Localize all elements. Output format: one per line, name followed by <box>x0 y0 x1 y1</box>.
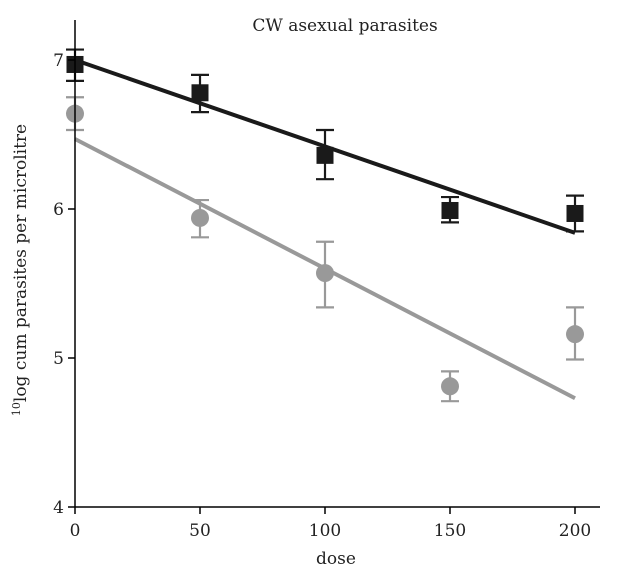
y-tick-label: 6 <box>53 200 64 220</box>
data-point-circle <box>191 208 209 227</box>
x-tick-label: 200 <box>559 521 591 541</box>
y-tick-label: 4 <box>53 498 64 518</box>
data-point-circle <box>566 325 584 344</box>
x-axis-label: dose <box>316 549 356 568</box>
y-axis-label-superscript: 10 <box>10 402 23 416</box>
y-axis-label: 10log cum parasites per microlitre <box>10 124 31 416</box>
y-axis-label-text: log cum parasites per microlitre <box>11 124 31 402</box>
data-point-square <box>566 204 584 222</box>
y-axis-ticks: 4 5 6 7 <box>53 51 75 518</box>
data-point-square <box>316 146 334 164</box>
chart-title: CW asexual parasites <box>252 16 437 36</box>
plot-area <box>66 48 584 403</box>
x-tick-label: 150 <box>434 521 466 541</box>
data-point-square <box>441 201 459 219</box>
x-tick-label: 100 <box>309 521 341 541</box>
x-tick-label: 0 <box>70 521 81 541</box>
y-tick-label: 5 <box>53 349 64 369</box>
data-point-square <box>191 84 209 102</box>
data-point-circle <box>441 377 459 396</box>
data-point-circle <box>316 264 334 283</box>
series-square <box>66 48 584 235</box>
x-axis-ticks: 0 50 100 150 200 <box>70 507 591 541</box>
y-tick-label: 7 <box>53 51 64 71</box>
x-tick-label: 50 <box>189 521 211 541</box>
